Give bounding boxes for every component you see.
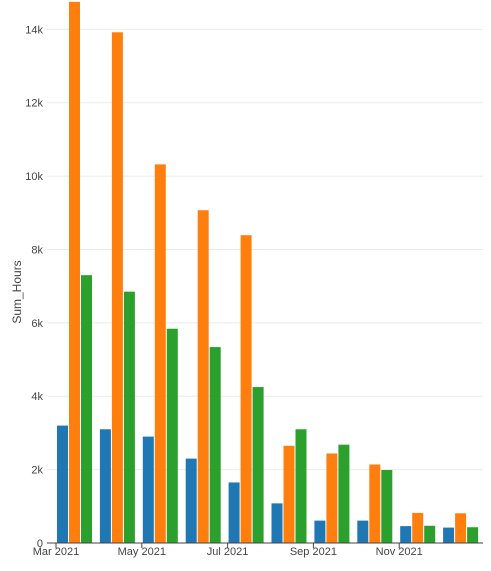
bar[interactable] xyxy=(142,436,154,543)
y-tick-label: 10k xyxy=(25,171,43,183)
bar[interactable] xyxy=(283,445,295,543)
y-tick-label: 12k xyxy=(25,98,43,110)
bar[interactable] xyxy=(412,512,424,543)
x-tick-label: May 2021 xyxy=(118,546,166,558)
bar[interactable] xyxy=(228,482,240,543)
bar[interactable] xyxy=(69,1,80,543)
bar[interactable] xyxy=(154,164,166,544)
bar[interactable] xyxy=(99,429,111,543)
bar[interactable] xyxy=(381,469,393,543)
y-tick-label: 0 xyxy=(37,538,43,550)
x-tick-label: Jul 2021 xyxy=(207,546,249,558)
y-tick-label: 14k xyxy=(25,24,43,36)
bar[interactable] xyxy=(357,520,369,543)
bar[interactable] xyxy=(295,429,307,543)
bar[interactable] xyxy=(400,526,412,543)
bar[interactable] xyxy=(111,32,123,543)
bar[interactable] xyxy=(81,275,92,543)
bar[interactable] xyxy=(326,453,338,543)
x-tick-label: Nov 2021 xyxy=(376,546,423,558)
bar[interactable] xyxy=(240,235,252,543)
bar[interactable] xyxy=(455,513,467,543)
y-tick-label: 4k xyxy=(31,391,43,403)
bars-layer xyxy=(57,1,479,544)
y-axis-title: Sum_Hours xyxy=(10,260,24,323)
bar[interactable] xyxy=(271,503,283,543)
bar[interactable] xyxy=(338,444,350,543)
bar[interactable] xyxy=(443,527,455,543)
bar[interactable] xyxy=(209,347,221,543)
bar[interactable] xyxy=(185,458,197,543)
bar[interactable] xyxy=(166,328,178,543)
bar[interactable] xyxy=(57,425,68,543)
bar[interactable] xyxy=(369,464,381,543)
x-tick-label: Mar 2021 xyxy=(33,546,79,558)
x-tick-label: Sep 2021 xyxy=(290,546,337,558)
axis-layer: 0 2k 4k 6k 8k 10k 12k 14k Mar 2021 May 2021 Jul 20… xyxy=(25,24,483,558)
y-tick-label: 2k xyxy=(31,465,43,477)
y-tick-label: 6k xyxy=(31,318,43,330)
bar[interactable] xyxy=(314,520,326,543)
bar[interactable] xyxy=(123,291,135,543)
bar[interactable] xyxy=(252,387,264,543)
bar[interactable] xyxy=(197,210,209,543)
bar[interactable] xyxy=(467,527,479,543)
y-tick-label: 8k xyxy=(31,244,43,256)
bar[interactable] xyxy=(424,525,436,543)
